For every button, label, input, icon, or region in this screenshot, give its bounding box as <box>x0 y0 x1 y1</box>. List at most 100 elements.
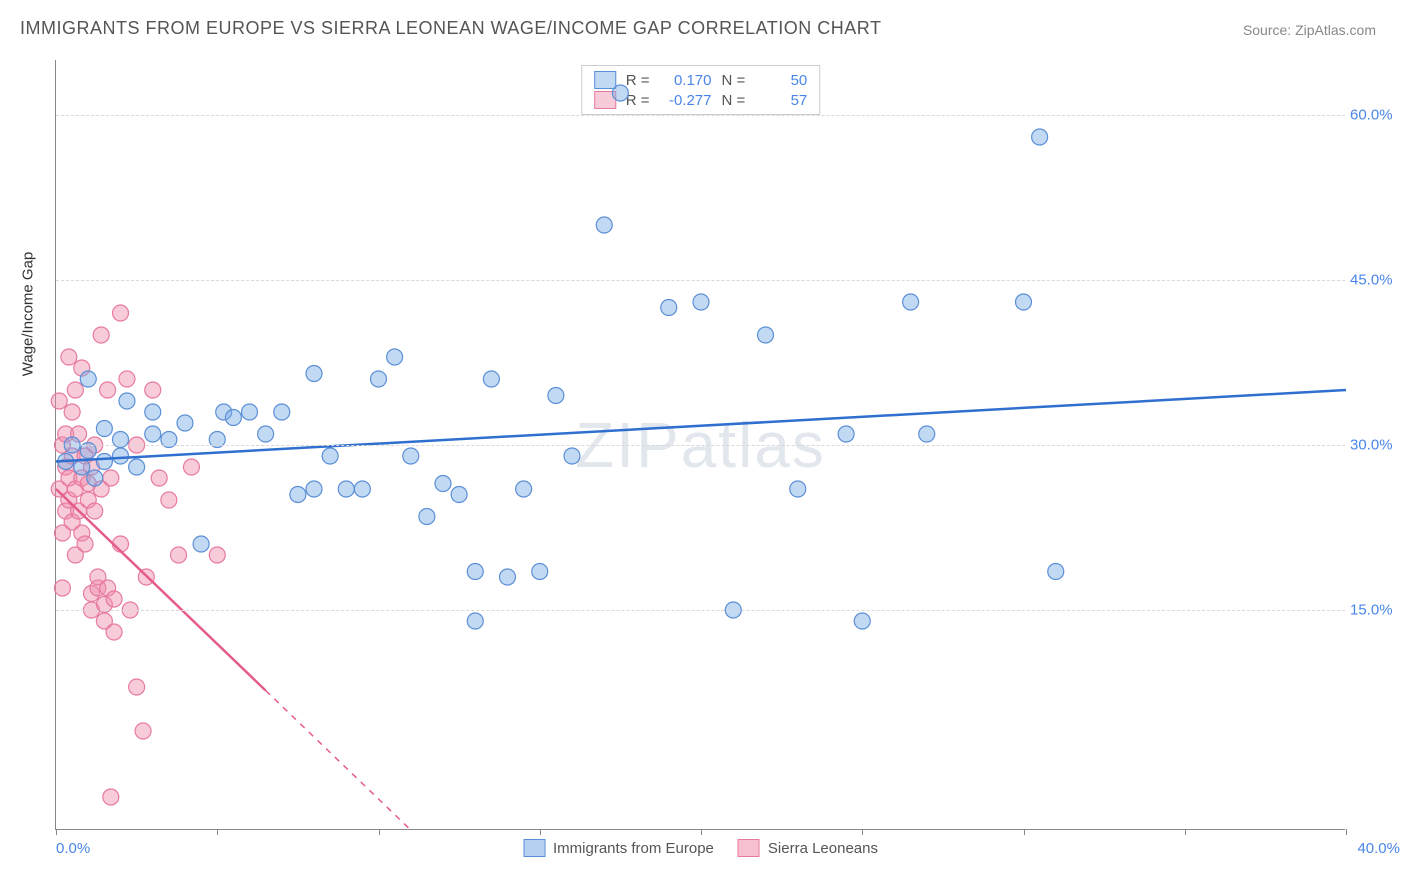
scatter-point <box>209 547 225 563</box>
scatter-point <box>161 492 177 508</box>
scatter-point <box>435 476 451 492</box>
scatter-point <box>419 509 435 525</box>
scatter-point <box>322 448 338 464</box>
scatter-point <box>790 481 806 497</box>
x-axis-label-min: 0.0% <box>56 840 90 857</box>
scatter-point <box>1032 129 1048 145</box>
scatter-point <box>103 789 119 805</box>
scatter-point <box>145 404 161 420</box>
gridline <box>56 280 1345 281</box>
scatter-point <box>596 217 612 233</box>
chart-container: IMMIGRANTS FROM EUROPE VS SIERRA LEONEAN… <box>0 0 1406 892</box>
scatter-point <box>403 448 419 464</box>
scatter-point <box>612 85 628 101</box>
scatter-point <box>100 382 116 398</box>
scatter-point <box>338 481 354 497</box>
scatter-point <box>500 569 516 585</box>
scatter-point <box>129 679 145 695</box>
scatter-point <box>274 404 290 420</box>
x-tick <box>1024 829 1025 835</box>
scatter-point <box>106 624 122 640</box>
scatter-point <box>135 723 151 739</box>
x-axis-label-max: 40.0% <box>1357 840 1400 857</box>
scatter-point <box>919 426 935 442</box>
x-tick <box>862 829 863 835</box>
y-tick-label: 60.0% <box>1350 107 1405 124</box>
scatter-point <box>854 613 870 629</box>
legend-bottom-swatch-1 <box>738 839 760 857</box>
scatter-point <box>838 426 854 442</box>
y-axis-title: Wage/Income Gap <box>20 252 37 377</box>
scatter-point <box>54 580 70 596</box>
y-tick-label: 15.0% <box>1350 602 1405 619</box>
trend-line-dashed <box>266 691 411 831</box>
scatter-point <box>306 366 322 382</box>
scatter-point <box>103 470 119 486</box>
scatter-point <box>483 371 499 387</box>
scatter-point <box>306 481 322 497</box>
scatter-point <box>290 487 306 503</box>
source-credit: Source: ZipAtlas.com <box>1243 22 1376 38</box>
legend-item-1: Sierra Leoneans <box>738 839 878 857</box>
scatter-point <box>119 371 135 387</box>
scatter-point <box>1048 564 1064 580</box>
scatter-point <box>51 393 67 409</box>
scatter-point <box>564 448 580 464</box>
scatter-point <box>193 536 209 552</box>
scatter-point <box>467 613 483 629</box>
scatter-point <box>467 564 483 580</box>
x-tick <box>701 829 702 835</box>
y-tick-label: 30.0% <box>1350 437 1405 454</box>
scatter-point <box>183 459 199 475</box>
chart-title: IMMIGRANTS FROM EUROPE VS SIERRA LEONEAN… <box>20 18 881 39</box>
legend-item-0: Immigrants from Europe <box>523 839 714 857</box>
scatter-point <box>171 547 187 563</box>
trend-line <box>56 390 1346 462</box>
legend-item-label-0: Immigrants from Europe <box>553 840 714 857</box>
gridline <box>56 445 1345 446</box>
scatter-point <box>61 349 77 365</box>
scatter-point <box>113 448 129 464</box>
scatter-point <box>1016 294 1032 310</box>
legend-item-label-1: Sierra Leoneans <box>768 840 878 857</box>
gridline <box>56 610 1345 611</box>
scatter-point <box>67 382 83 398</box>
scatter-point <box>242 404 258 420</box>
scatter-point <box>119 393 135 409</box>
scatter-point <box>548 388 564 404</box>
scatter-point <box>177 415 193 431</box>
scatter-point <box>532 564 548 580</box>
x-tick <box>1185 829 1186 835</box>
scatter-point <box>225 410 241 426</box>
x-tick <box>56 829 57 835</box>
scatter-point <box>87 470 103 486</box>
scatter-point <box>903 294 919 310</box>
scatter-point <box>64 404 80 420</box>
scatter-point <box>96 421 112 437</box>
legend-bottom-swatch-0 <box>523 839 545 857</box>
legend-series: Immigrants from Europe Sierra Leoneans <box>523 839 878 857</box>
scatter-point <box>93 327 109 343</box>
scatter-point <box>516 481 532 497</box>
scatter-point <box>758 327 774 343</box>
scatter-point <box>87 503 103 519</box>
gridline <box>56 115 1345 116</box>
scatter-point <box>354 481 370 497</box>
scatter-point <box>451 487 467 503</box>
scatter-point <box>80 371 96 387</box>
scatter-point <box>661 300 677 316</box>
x-tick <box>217 829 218 835</box>
scatter-point <box>106 591 122 607</box>
scatter-point <box>145 426 161 442</box>
plot-area: ZIPatlas R = 0.170 N = 50 R = -0.277 N =… <box>55 60 1345 830</box>
scatter-point <box>151 470 167 486</box>
scatter-point <box>371 371 387 387</box>
x-tick <box>540 829 541 835</box>
scatter-point <box>258 426 274 442</box>
x-tick <box>1346 829 1347 835</box>
scatter-point <box>113 305 129 321</box>
scatter-point <box>145 382 161 398</box>
scatter-point <box>77 536 93 552</box>
scatter-point <box>129 459 145 475</box>
scatter-point <box>96 454 112 470</box>
